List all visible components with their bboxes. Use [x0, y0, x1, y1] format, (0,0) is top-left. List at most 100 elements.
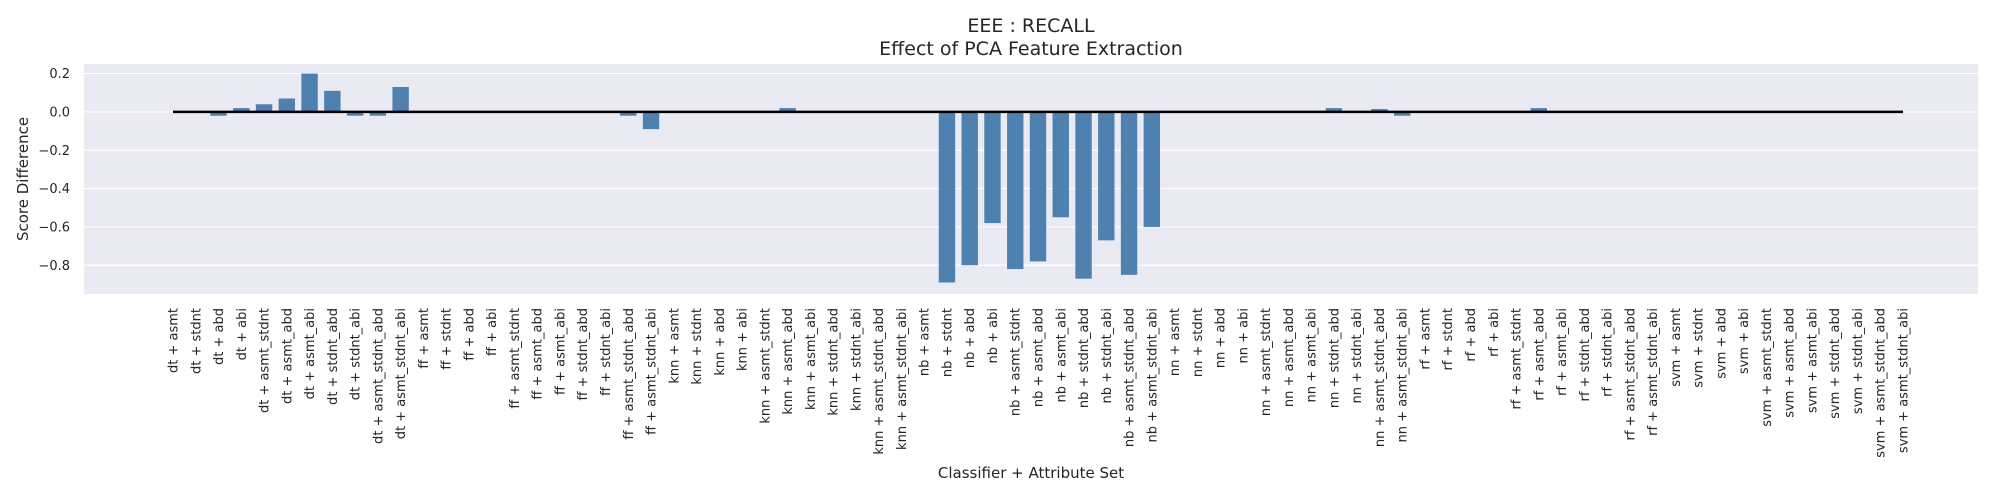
x-tick-label: dt + stdnt_abi	[349, 308, 364, 400]
x-tick-label: dt + stdnt_abd	[326, 308, 341, 405]
x-tick-label: dt + asmt_stdnt_abd	[371, 308, 386, 444]
bar	[1098, 111, 1115, 241]
x-tick-label: nb + stdnt_abi	[1100, 308, 1115, 403]
x-tick-label: nb + abi	[986, 308, 1001, 363]
x-tick-label: svm + abi	[1737, 308, 1752, 374]
x-tick-label: rf + asmt_abd	[1532, 308, 1547, 401]
x-tick-label: rf + stdnt_abd	[1578, 308, 1593, 402]
x-tick-label: dt + asmt_stdnt_abi	[394, 308, 409, 439]
x-tick-label: knn + asmt_abi	[804, 308, 819, 410]
x-tick-label: nn + asmt_stdnt_abi	[1396, 308, 1411, 442]
x-tick-label: nn + asmt	[1168, 308, 1183, 376]
bar	[984, 111, 1001, 224]
x-tick-label: svm + stdnt	[1692, 308, 1707, 388]
x-tick-label: svm + stdnt_abd	[1828, 308, 1843, 419]
x-tick-label: svm + asmt_abd	[1783, 308, 1798, 418]
x-tick-label: ff + stdnt_abd	[576, 308, 591, 401]
x-tick-label: knn + stdnt	[690, 308, 705, 385]
bar	[1007, 111, 1024, 270]
x-tick-label: rf + asmt	[1418, 308, 1433, 370]
x-tick-label: nn + stdnt_abd	[1327, 308, 1342, 408]
x-tick-label: rf + stdnt	[1441, 308, 1456, 371]
bar	[961, 111, 978, 266]
x-tick-label: nb + asmt_abi	[1054, 308, 1069, 402]
x-tick-label: rf + asmt_stdnt	[1510, 308, 1525, 410]
y-tick-label: 0.0	[49, 105, 70, 120]
x-tick-label: svm + asmt	[1669, 308, 1684, 387]
x-tick-label: rf + stdnt_abi	[1601, 308, 1616, 397]
bar	[1530, 108, 1547, 112]
y-axis-label: Score Difference	[14, 117, 32, 241]
x-tick-label: svm + asmt_stdnt	[1760, 308, 1775, 427]
bar	[301, 73, 318, 112]
x-tick-label: dt + abi	[235, 308, 250, 360]
bar	[346, 111, 364, 116]
x-tick-label: rf + asmt_stdnt_abi	[1646, 308, 1661, 436]
bars	[210, 73, 1547, 283]
x-tick-label: nb + asmt_stdnt_abd	[1123, 308, 1138, 447]
x-tick-label: ff + asmt_abd	[531, 308, 546, 400]
y-tick-label: −0.8	[38, 259, 70, 274]
x-tick-label: knn + asmt_stdnt	[758, 308, 773, 424]
bar	[1120, 111, 1138, 275]
x-tick-label: ff + asmt_stdnt_abi	[645, 308, 660, 435]
bar	[233, 108, 250, 112]
x-tick-label: nn + asmt_stdnt_abd	[1373, 308, 1388, 447]
bar	[1143, 111, 1161, 227]
x-tick-label: nn + stdnt	[1191, 308, 1206, 377]
x-tick-label: nb + asmt_abd	[1032, 308, 1047, 407]
x-tick-label: dt + stdnt	[189, 308, 204, 374]
x-tick-label: nb + abd	[963, 308, 978, 368]
bar	[1052, 111, 1069, 218]
x-tick-label: nn + asmt_abi	[1305, 308, 1320, 402]
x-tick-label: nb + stdnt	[940, 308, 955, 377]
x-tick-label: ff + asmt	[417, 308, 432, 369]
chart-title-line-2: Effect of PCA Feature Extraction	[879, 38, 1183, 60]
x-tick-label: knn + abd	[713, 308, 728, 376]
x-tick-label: ff + abd	[462, 308, 477, 361]
x-tick-label: svm + asmt_stdnt_abi	[1897, 308, 1912, 453]
bar	[255, 104, 273, 112]
x-tick-label: nn + abd	[1214, 308, 1229, 368]
bar	[278, 98, 296, 112]
chart-title-line-1: EEE : RECALL	[967, 15, 1095, 37]
bar	[392, 87, 409, 112]
x-tick-label: nb + stdnt_abd	[1077, 308, 1092, 408]
x-tick-label: dt + asmt_abi	[303, 308, 318, 399]
x-tick-label: knn + asmt_stdnt_abd	[872, 308, 887, 455]
x-tick-label: svm + abd	[1714, 308, 1729, 379]
x-tick-label: ff + abi	[485, 308, 500, 356]
bar	[1075, 111, 1092, 279]
x-tick-label: rf + abi	[1487, 308, 1502, 357]
x-tick-label: knn + abi	[736, 308, 751, 371]
x-axis-label: Classifier + Attribute Set	[938, 464, 1124, 482]
x-tick-label: ff + stdnt	[440, 308, 455, 370]
x-tick-label: nb + asmt	[918, 308, 933, 376]
bar	[620, 111, 637, 116]
y-tick-label: 0.2	[49, 67, 70, 82]
bar	[1029, 111, 1047, 262]
x-axis-ticks: dt + asmt dt + stdnt dt + abd dt + abi dt + …	[167, 308, 1912, 458]
x-tick-label: nb + asmt_stdnt	[1009, 308, 1024, 416]
y-axis-ticks: 0.2 0.0 −0.2 −0.4 −0.6 −0.8	[38, 67, 70, 274]
y-tick-label: −0.6	[38, 220, 70, 235]
x-tick-label: knn + stdnt_abd	[827, 308, 842, 416]
bar	[369, 111, 387, 116]
bar	[1371, 109, 1388, 112]
x-tick-label: ff + asmt_stdnt_abd	[622, 308, 637, 440]
x-tick-label: rf + abd	[1464, 308, 1479, 362]
x-tick-label: dt + asmt_stdnt	[258, 308, 273, 413]
bar	[1394, 111, 1411, 116]
x-tick-label: nn + asmt_abd	[1282, 308, 1297, 407]
x-tick-label: ff + stdnt_abi	[599, 308, 614, 396]
bar	[779, 108, 796, 112]
x-tick-label: rf + asmt_abi	[1555, 308, 1570, 396]
x-tick-label: nn + stdnt_abi	[1350, 308, 1365, 403]
bar	[210, 111, 227, 116]
x-tick-label: nn + abi	[1236, 308, 1251, 363]
x-tick-label: svm + stdnt_abi	[1851, 308, 1866, 414]
x-tick-label: knn + asmt_stdnt_abi	[895, 308, 910, 450]
bar	[1325, 108, 1343, 112]
x-tick-label: nb + asmt_stdnt_abi	[1145, 308, 1160, 442]
